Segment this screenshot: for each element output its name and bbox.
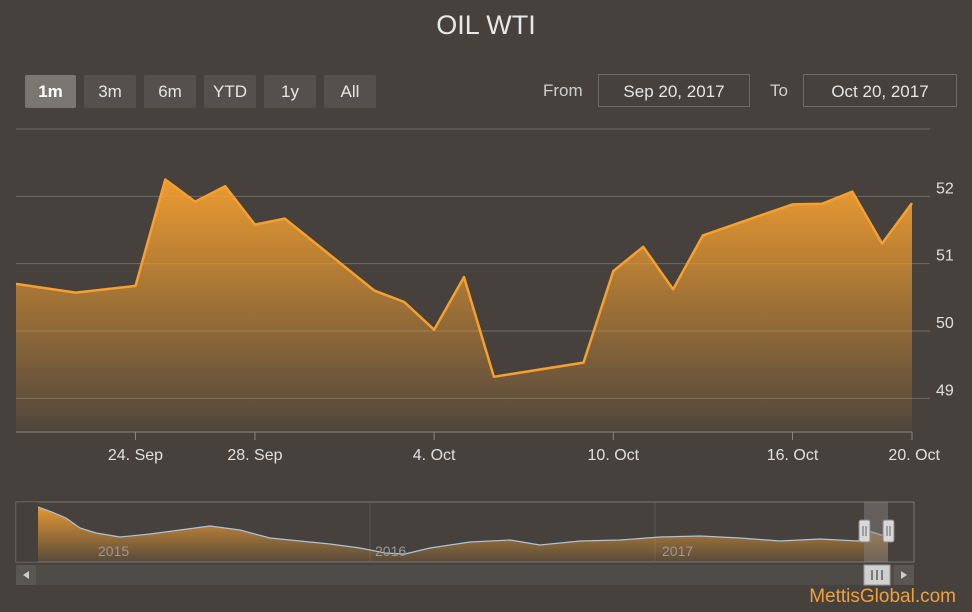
- y-tick-label: 51: [936, 248, 954, 265]
- zoom-6m-button[interactable]: 6m: [144, 75, 196, 108]
- navigator-year-label: 2017: [662, 543, 693, 559]
- navigator-series-area: [38, 507, 888, 562]
- arrow-left-icon: [23, 571, 29, 579]
- zoom-ytd-button[interactable]: YTD: [204, 75, 256, 108]
- chart-title: OIL WTI: [436, 10, 536, 40]
- x-tick-label: 28. Sep: [227, 447, 282, 464]
- arrow-right-icon: [901, 571, 907, 579]
- navigator-year-label: 2016: [375, 543, 406, 559]
- zoom-1m-button[interactable]: 1m: [25, 75, 76, 108]
- x-tick-label: 4. Oct: [413, 447, 456, 464]
- y-tick-label: 49: [936, 382, 954, 399]
- x-tick-label: 24. Sep: [108, 447, 163, 464]
- navigator-mask-left: [16, 502, 38, 562]
- grip-icon: [871, 570, 883, 580]
- x-tick-label: 16. Oct: [767, 447, 819, 464]
- x-tick-label: 20. Oct: [888, 447, 940, 464]
- scrollbar-track[interactable]: [16, 565, 914, 585]
- navigator-year-label: 2015: [98, 543, 129, 559]
- to-label: To: [770, 81, 788, 100]
- navigator-series-line: [37, 506, 889, 555]
- series-area-fill: [16, 179, 912, 432]
- watermark: MettisGlobal.com: [809, 586, 956, 607]
- zoom-1y-button[interactable]: 1y: [264, 75, 316, 108]
- to-date-input[interactable]: Oct 20, 2017: [803, 74, 957, 107]
- zoom-all-button[interactable]: All: [324, 75, 376, 108]
- navigator-handle-left[interactable]: [858, 519, 871, 543]
- y-tick-label: 52: [936, 180, 954, 197]
- navigator-handle-right[interactable]: [882, 519, 895, 543]
- y-tick-label: 50: [936, 315, 954, 332]
- x-tick-label: 10. Oct: [588, 447, 640, 464]
- zoom-3m-button[interactable]: 3m: [84, 75, 136, 108]
- from-date-input[interactable]: Sep 20, 2017: [598, 74, 750, 107]
- from-label: From: [543, 81, 583, 100]
